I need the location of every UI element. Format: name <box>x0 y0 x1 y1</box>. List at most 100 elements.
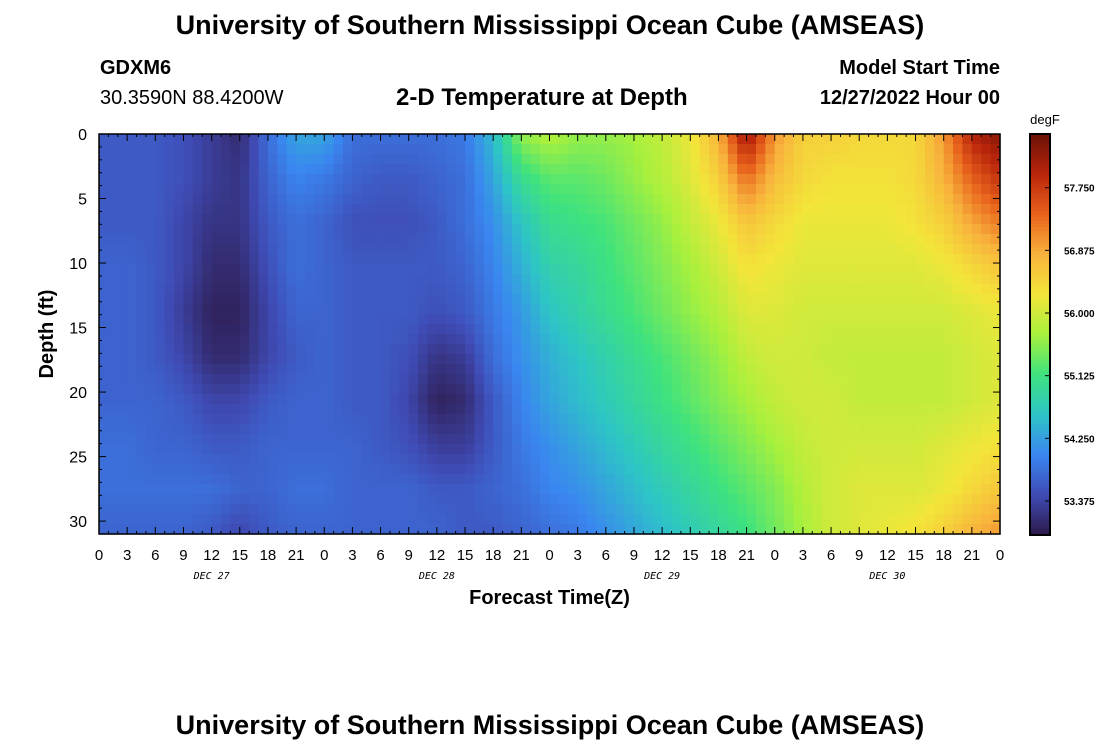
heatmap-cell <box>530 444 541 455</box>
heatmap-cell <box>108 444 119 455</box>
heatmap-cell <box>408 264 419 275</box>
heatmap-cell <box>343 394 354 405</box>
heatmap-cell <box>981 174 992 185</box>
heatmap-cell <box>587 254 598 265</box>
heatmap-cell <box>981 434 992 445</box>
heatmap-cell <box>296 244 307 255</box>
heatmap-cell <box>155 444 166 455</box>
colorbar-segment <box>1030 391 1050 396</box>
heatmap-cell <box>737 234 748 245</box>
heatmap-cell <box>615 364 626 375</box>
heatmap-cell <box>324 294 335 305</box>
heatmap-cell <box>258 194 269 205</box>
heatmap-cell <box>108 354 119 365</box>
heatmap-cell <box>896 444 907 455</box>
heatmap-cell <box>765 464 776 475</box>
heatmap-cell <box>465 254 476 265</box>
heatmap-cell <box>568 364 579 375</box>
heatmap-cell <box>333 354 344 365</box>
heatmap-cell <box>286 224 297 235</box>
heatmap-cell <box>802 234 813 245</box>
colorbar-segment <box>1030 421 1050 426</box>
heatmap-cell <box>286 234 297 245</box>
heatmap-cell <box>399 514 410 525</box>
heatmap-cell <box>530 284 541 295</box>
heatmap-cell <box>558 324 569 335</box>
heatmap-cell <box>511 204 522 215</box>
heatmap-cell <box>915 184 926 195</box>
heatmap-cell <box>174 274 185 285</box>
heatmap-cell <box>821 324 832 335</box>
heatmap-cell <box>277 314 288 325</box>
heatmap-cell <box>652 224 663 235</box>
heatmap-cell <box>821 494 832 505</box>
heatmap-cell <box>361 364 372 375</box>
heatmap-cell <box>352 204 363 215</box>
heatmap-cell <box>887 434 898 445</box>
heatmap-cell <box>727 404 738 415</box>
heatmap-cell <box>427 474 438 485</box>
heatmap-cell <box>906 444 917 455</box>
heatmap-cell <box>108 304 119 315</box>
heatmap-cell <box>915 444 926 455</box>
heatmap-cell <box>333 314 344 325</box>
heatmap-cell <box>812 174 823 185</box>
heatmap-cell <box>465 214 476 225</box>
heatmap-cell <box>108 394 119 405</box>
heatmap-cell <box>746 324 757 335</box>
heatmap-cell <box>633 234 644 245</box>
heatmap-cell <box>521 414 532 425</box>
heatmap-cell <box>587 444 598 455</box>
heatmap-cell <box>784 374 795 385</box>
heatmap-cell <box>183 354 194 365</box>
heatmap-cell <box>755 254 766 265</box>
heatmap-cell <box>624 224 635 235</box>
heatmap-cell <box>202 374 213 385</box>
heatmap-cell <box>399 234 410 245</box>
heatmap-cell <box>953 284 964 295</box>
heatmap-cell <box>211 384 222 395</box>
colorbar-segment <box>1030 214 1050 219</box>
heatmap-cell <box>511 484 522 495</box>
heatmap-cell <box>361 394 372 405</box>
heatmap-cell <box>962 434 973 445</box>
heatmap-cell <box>690 334 701 345</box>
heatmap-cell <box>211 444 222 455</box>
heatmap-cell <box>343 514 354 525</box>
heatmap-cell <box>877 454 888 465</box>
heatmap-cell <box>831 204 842 215</box>
heatmap-cell <box>483 254 494 265</box>
heatmap-cell <box>727 294 738 305</box>
heatmap-cell <box>859 244 870 255</box>
colorbar-tick-label: 56.875 <box>1064 246 1095 257</box>
heatmap-cell <box>211 234 222 245</box>
heatmap-cell <box>221 254 231 265</box>
heatmap-cell <box>249 304 260 315</box>
heatmap-cell <box>164 264 175 275</box>
heatmap-cell <box>718 254 729 265</box>
heatmap-cell <box>267 264 278 275</box>
heatmap-cell <box>286 184 297 195</box>
heatmap-cell <box>568 414 579 425</box>
heatmap-cell <box>483 204 494 215</box>
heatmap-cell <box>680 394 691 405</box>
heatmap-cell <box>174 454 185 465</box>
heatmap-cell <box>577 224 588 235</box>
heatmap-cell <box>981 364 992 375</box>
heatmap-cell <box>737 284 748 295</box>
heatmap-cell <box>540 164 551 175</box>
heatmap-cell <box>540 274 551 285</box>
heatmap-cell <box>615 464 626 475</box>
heatmap-cell <box>530 154 541 165</box>
heatmap-cell <box>652 294 663 305</box>
heatmap-cell <box>474 334 485 345</box>
heatmap-cell <box>521 354 532 365</box>
heatmap-cell <box>465 134 476 145</box>
heatmap-cell <box>296 434 307 445</box>
heatmap-cell <box>596 454 607 465</box>
heatmap-cell <box>305 394 316 405</box>
heatmap-cell <box>211 464 222 475</box>
heatmap-cell <box>493 424 504 435</box>
heatmap-cell <box>896 524 907 535</box>
heatmap-cell <box>352 504 363 515</box>
